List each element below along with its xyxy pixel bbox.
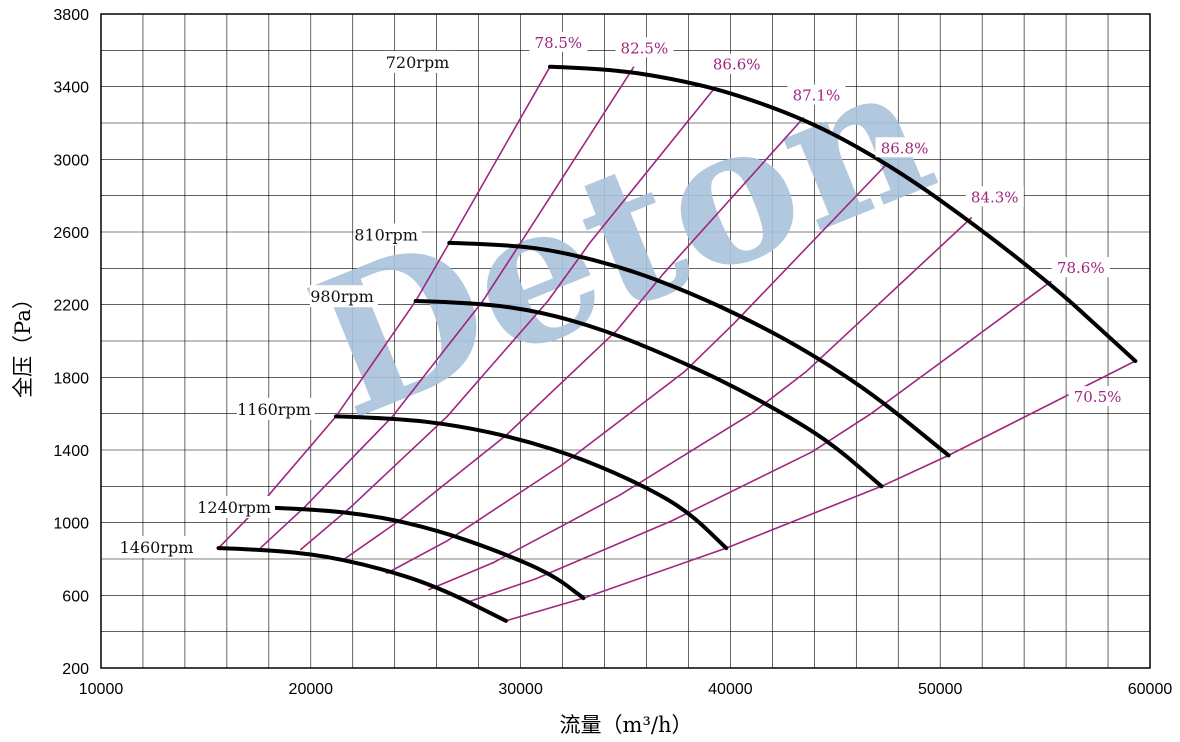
speed-curve	[334, 414, 729, 551]
efficiency-line	[299, 86, 717, 551]
rpm-label-background	[309, 285, 378, 308]
rpm-label-background	[353, 223, 422, 246]
x-axis-ticks: 10000 20000 30000 40000 50000 60000	[79, 681, 1173, 698]
x-tick-label: 60000	[1128, 681, 1173, 698]
efficiency-lines	[217, 66, 1136, 622]
efficiency-label-background	[615, 37, 674, 58]
x-tick-label: 20000	[289, 681, 334, 698]
efficiency-line	[505, 360, 1136, 622]
x-tick-label: 50000	[918, 681, 963, 698]
efficiency-label-background	[529, 31, 588, 52]
efficiency-label: 86.8%	[881, 139, 929, 157]
rpm-label: 1460rpm	[120, 538, 194, 557]
rpm-label: 1240rpm	[197, 498, 271, 517]
y-tick-label: 3400	[53, 80, 89, 97]
speed-curve	[447, 240, 951, 458]
speed-curves	[216, 64, 1138, 623]
grid-lines	[101, 14, 1150, 668]
efficiency-label-background	[965, 186, 1024, 207]
y-axis-ticks: 200 600 1000 1400 1800 2200 2600 3000 3400 3800	[53, 7, 89, 678]
y-tick-label: 600	[62, 588, 89, 605]
y-tick-label: 1800	[53, 370, 89, 387]
rpm-label: 1160rpm	[237, 400, 311, 419]
x-tick-label: 40000	[708, 681, 753, 698]
efficiency-label: 86.6%	[713, 56, 761, 74]
efficiency-label: 82.5%	[621, 39, 669, 57]
efficiency-line	[385, 162, 889, 575]
y-axis-title: 全压（Pa）	[11, 288, 35, 398]
curve-labels: 720rpm 810rpm 980rpm 1160rpm 1240rpm 1460rpm 7…	[119, 31, 1127, 558]
rpm-label: 980rpm	[310, 287, 374, 306]
rpm-label-background	[119, 535, 198, 558]
rpm-label-background	[385, 50, 454, 73]
x-tick-label: 10000	[79, 681, 124, 698]
x-tick-label: 30000	[498, 681, 543, 698]
plot-frame	[100, 13, 1151, 669]
efficiency-label: 70.5%	[1074, 388, 1122, 406]
y-tick-label: 3800	[53, 7, 89, 24]
y-tick-label: 2200	[53, 298, 89, 315]
efficiency-line	[343, 116, 805, 560]
y-tick-label: 1400	[53, 443, 89, 460]
efficiency-label: 78.5%	[535, 34, 583, 52]
speed-curve	[216, 546, 508, 623]
efficiency-label-background	[875, 137, 934, 158]
speed-curve	[548, 64, 1138, 363]
rpm-label: 810rpm	[354, 225, 418, 244]
rpm-label: 720rpm	[386, 53, 450, 72]
efficiency-label: 78.6%	[1057, 259, 1105, 277]
rpm-label-background	[236, 397, 315, 420]
speed-curve	[413, 299, 884, 489]
efficiency-label-background	[787, 84, 846, 105]
x-axis-title: 流量（m³/h）	[560, 713, 693, 737]
efficiency-label-background	[1051, 257, 1110, 278]
y-tick-label: 1000	[53, 516, 89, 533]
y-tick-label: 3000	[53, 152, 89, 169]
efficiency-label: 84.3%	[971, 188, 1019, 206]
rpm-label-background	[197, 495, 276, 518]
y-tick-label: 2600	[53, 225, 89, 242]
efficiency-label-background	[707, 53, 766, 74]
y-tick-label: 200	[62, 661, 89, 678]
efficiency-line	[465, 280, 1052, 604]
efficiency-label-background	[1068, 386, 1127, 407]
efficiency-line	[427, 216, 973, 591]
efficiency-label: 87.1%	[793, 87, 841, 105]
efficiency-line	[259, 66, 635, 549]
speed-curve	[256, 505, 586, 601]
